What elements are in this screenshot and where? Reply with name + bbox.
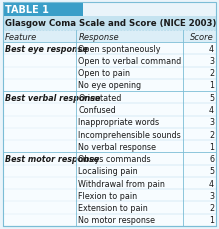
Text: Best motor response: Best motor response xyxy=(5,154,99,163)
Bar xyxy=(3,141,216,153)
Bar xyxy=(3,104,216,116)
Bar xyxy=(3,177,216,189)
Text: 4: 4 xyxy=(209,106,214,114)
Text: Orientated: Orientated xyxy=(78,93,122,102)
Text: Obeys commands: Obeys commands xyxy=(78,154,151,163)
Text: Extension to pain: Extension to pain xyxy=(78,203,148,212)
Bar xyxy=(3,165,216,177)
FancyBboxPatch shape xyxy=(3,3,83,17)
Text: Glasgow Coma Scale and Score (NICE 2003): Glasgow Coma Scale and Score (NICE 2003) xyxy=(5,19,216,28)
Bar xyxy=(3,31,216,43)
Text: 2: 2 xyxy=(209,203,214,212)
Bar xyxy=(3,202,216,214)
Text: 3: 3 xyxy=(209,118,214,127)
Bar xyxy=(3,153,216,165)
Text: Withdrawal from pain: Withdrawal from pain xyxy=(78,179,165,188)
Text: No eye opening: No eye opening xyxy=(78,81,142,90)
Text: 3: 3 xyxy=(209,57,214,66)
Text: Best verbal response: Best verbal response xyxy=(5,93,100,102)
Text: 3: 3 xyxy=(209,191,214,200)
Bar xyxy=(3,116,216,128)
Text: Incomprehensible sounds: Incomprehensible sounds xyxy=(78,130,181,139)
Text: Localising pain: Localising pain xyxy=(78,166,138,176)
Text: Confused: Confused xyxy=(78,106,116,114)
Text: Score: Score xyxy=(190,32,214,41)
Text: 5: 5 xyxy=(209,166,214,176)
Text: TABLE 1: TABLE 1 xyxy=(5,5,49,15)
Text: Feature: Feature xyxy=(5,32,37,41)
Bar xyxy=(3,55,216,67)
Text: Open to verbal command: Open to verbal command xyxy=(78,57,182,66)
Bar xyxy=(3,214,216,226)
Text: Flexion to pain: Flexion to pain xyxy=(78,191,138,200)
Text: Inappropriate words: Inappropriate words xyxy=(78,118,160,127)
Text: 2: 2 xyxy=(209,69,214,78)
Text: No verbal response: No verbal response xyxy=(78,142,157,151)
Text: 1: 1 xyxy=(209,215,214,224)
Bar xyxy=(3,43,216,55)
Bar xyxy=(3,92,216,104)
Bar xyxy=(3,189,216,202)
Bar xyxy=(3,67,216,79)
Text: Best eye response: Best eye response xyxy=(5,44,88,53)
Text: 4: 4 xyxy=(209,179,214,188)
Text: 1: 1 xyxy=(209,142,214,151)
Text: Open spontaneously: Open spontaneously xyxy=(78,44,161,53)
Bar xyxy=(3,17,216,31)
Text: 5: 5 xyxy=(209,93,214,102)
Bar xyxy=(3,79,216,92)
Bar xyxy=(3,128,216,141)
Text: 2: 2 xyxy=(209,130,214,139)
Text: No motor response: No motor response xyxy=(78,215,155,224)
Text: 1: 1 xyxy=(209,81,214,90)
Text: 4: 4 xyxy=(209,44,214,53)
Text: 6: 6 xyxy=(209,154,214,163)
Text: Open to pain: Open to pain xyxy=(78,69,131,78)
Text: Response: Response xyxy=(78,32,119,41)
